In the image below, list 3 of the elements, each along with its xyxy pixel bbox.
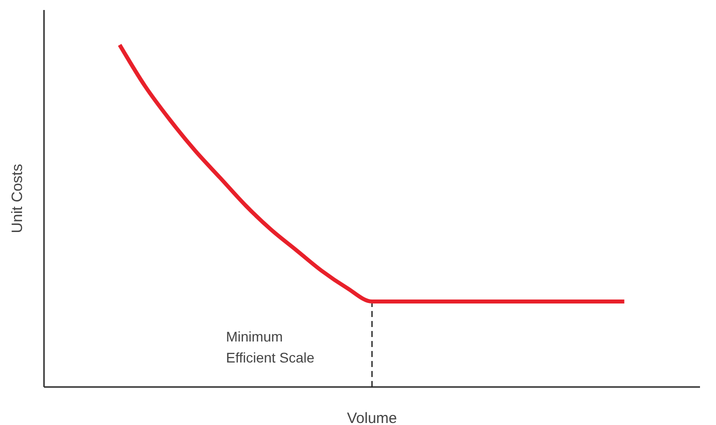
x-axis-title: Volume (346, 410, 398, 425)
annotation: Minimum Efficient Scale (226, 328, 315, 366)
y-axis-title: Unit Costs (9, 164, 26, 234)
